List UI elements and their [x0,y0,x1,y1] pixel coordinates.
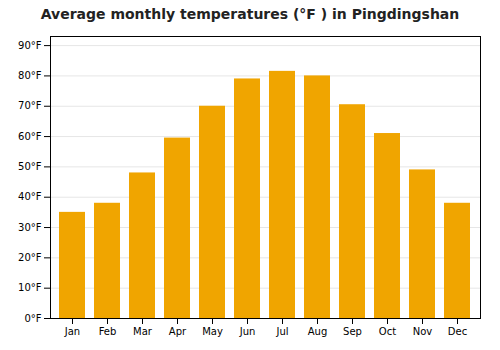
svg-text:50°F: 50°F [18,161,42,172]
svg-text:Oct: Oct [379,326,396,337]
svg-text:Jan: Jan [64,326,80,337]
svg-text:Nov: Nov [413,326,433,337]
svg-text:Jul: Jul [275,326,288,337]
svg-text:10°F: 10°F [18,282,42,293]
svg-text:80°F: 80°F [18,70,42,81]
svg-text:May: May [202,326,223,337]
svg-text:Aug: Aug [308,326,328,337]
svg-text:0°F: 0°F [24,313,41,324]
html-text:Average monthly temperatures (: Average monthly temperatures (°F ) in Pi… [40,6,460,22]
svg-text:60°F: 60°F [18,131,42,142]
svg-text:70°F: 70°F [18,100,42,111]
svg-text:Sep: Sep [343,326,362,337]
svg-text:Jun: Jun [239,326,256,337]
svg-text:20°F: 20°F [18,252,42,263]
svg-text:30°F: 30°F [18,222,42,233]
svg-text:Apr: Apr [169,326,187,337]
svg-text:Dec: Dec [448,326,467,337]
svg-text:40°F: 40°F [18,191,42,202]
svg-text:Mar: Mar [133,326,153,337]
svg-text:Feb: Feb [99,326,117,337]
svg-text:90°F: 90°F [18,40,42,51]
